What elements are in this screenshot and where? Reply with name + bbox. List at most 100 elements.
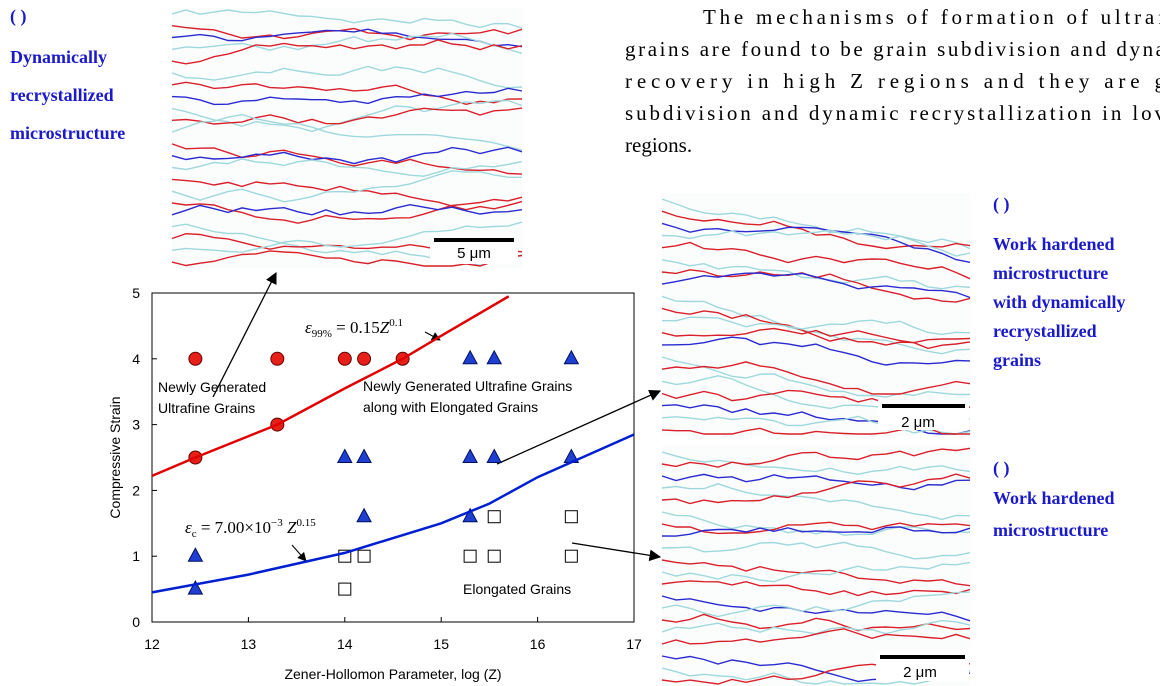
point	[486, 448, 503, 463]
grain-boundary	[661, 667, 971, 685]
point	[463, 549, 477, 563]
panel-label: ( )	[10, 6, 27, 27]
grain-boundary	[661, 272, 971, 299]
plot-frame	[151, 292, 635, 623]
scale-bar-label: 5 μm	[457, 245, 491, 262]
panel-caption: microstructure	[993, 520, 1108, 540]
grain-boundary	[661, 210, 971, 250]
annotation: Elongated Grains	[463, 581, 571, 597]
grain-boundary	[661, 561, 971, 583]
panel-caption: microstructure	[993, 263, 1108, 283]
scale-bar-label: 2 μm	[901, 414, 935, 431]
paragraph-line: recovery in high Z regions and they are …	[625, 69, 1160, 93]
equation-part: = 0.15	[332, 318, 380, 337]
grain-boundary	[661, 222, 971, 263]
grain-boundary	[661, 198, 971, 250]
point	[188, 351, 203, 366]
grain-boundary	[661, 241, 971, 280]
grain-boundary	[661, 526, 971, 537]
point	[356, 448, 372, 463]
equation-part: Z	[283, 518, 297, 537]
grain-boundary	[661, 483, 971, 521]
curve	[151, 433, 635, 594]
grain-boundary	[661, 415, 971, 435]
x-tick-label: 16	[530, 636, 546, 652]
point	[462, 349, 478, 365]
grain-boundary	[661, 404, 971, 435]
grain-boundary	[171, 25, 523, 41]
grain-boundary	[661, 356, 971, 398]
grain-boundary	[171, 65, 523, 89]
point	[486, 349, 503, 365]
annotation: Newly Generated Ultrafine Grains	[363, 378, 572, 394]
point	[337, 351, 352, 366]
y-tick-label: 0	[132, 614, 140, 630]
panel-caption: Work hardened	[993, 488, 1115, 508]
equation-part: 0.15	[296, 517, 316, 529]
grain-boundary	[661, 628, 971, 645]
grain-boundary	[661, 229, 971, 257]
grain-boundary	[661, 295, 971, 355]
x-tick-label: 13	[241, 636, 257, 652]
micrographs: 5 μm 2 μm 2 μm	[171, 8, 971, 686]
y-tick-label: 1	[132, 548, 140, 564]
grain-boundary	[661, 473, 971, 491]
grain-boundary	[171, 196, 523, 224]
grain-boundary	[661, 541, 971, 560]
grain-boundary	[171, 143, 523, 175]
point	[487, 549, 501, 563]
grain-boundary	[661, 511, 971, 536]
equation-part: 99%	[312, 328, 332, 340]
point	[462, 448, 478, 463]
grain-boundary	[171, 203, 523, 216]
grain-boundary	[661, 580, 971, 597]
y-tick-label: 3	[132, 417, 140, 433]
y-tick-label: 5	[132, 285, 140, 301]
point	[187, 580, 204, 595]
grain-boundary	[661, 521, 971, 535]
grain-boundary	[661, 316, 971, 336]
point	[357, 351, 372, 366]
point	[462, 507, 478, 523]
grain-boundary	[171, 32, 523, 55]
grain-boundary	[661, 591, 971, 618]
grain-boundary	[661, 307, 971, 346]
panel-caption: Work hardened	[993, 234, 1115, 254]
equation-part: ε	[305, 318, 312, 337]
paragraph-line: subdivision and dynamic recrystallizatio…	[625, 101, 1160, 125]
paragraph-line: regions.	[625, 133, 692, 157]
arrow	[291, 544, 307, 562]
panel-label: ( )	[993, 458, 1010, 479]
panel-caption: with dynamically	[993, 292, 1126, 312]
y-axis-label: Compressive Strain	[107, 396, 123, 518]
equation-part: Z	[380, 318, 390, 337]
micrograph	[662, 193, 970, 436]
point	[563, 349, 580, 365]
paragraph-line: The mechanisms of formation of ultraf	[703, 5, 1160, 29]
x-tick-label: 12	[144, 636, 160, 652]
equation-part: ε	[185, 518, 192, 537]
annotation: along with Elongated Grains	[363, 399, 538, 415]
equation-part: −3	[271, 517, 283, 529]
equation-part: c	[192, 528, 197, 540]
grain-boundary	[171, 221, 523, 253]
arrow	[496, 389, 662, 465]
x-tick-label: 17	[626, 636, 642, 652]
grain-boundary	[171, 158, 523, 177]
point	[564, 549, 578, 563]
curve	[151, 295, 510, 478]
arrow	[571, 542, 662, 562]
y-tick-label: 2	[132, 482, 140, 498]
annotation: Ultrafine Grains	[158, 400, 255, 416]
grain-boundary	[661, 473, 971, 505]
y-tick-label: 4	[132, 351, 140, 367]
point	[187, 547, 204, 562]
grain-boundary	[661, 595, 971, 622]
x-axis-label: Zener-Hollomon Parameter, log (Z)	[284, 666, 501, 682]
grain-boundary	[661, 447, 971, 468]
grain-boundary	[171, 28, 523, 48]
scale-bar	[880, 655, 965, 659]
micrograph	[662, 446, 970, 686]
grain-boundary	[171, 170, 523, 203]
annotation: Newly Generated	[158, 379, 266, 395]
